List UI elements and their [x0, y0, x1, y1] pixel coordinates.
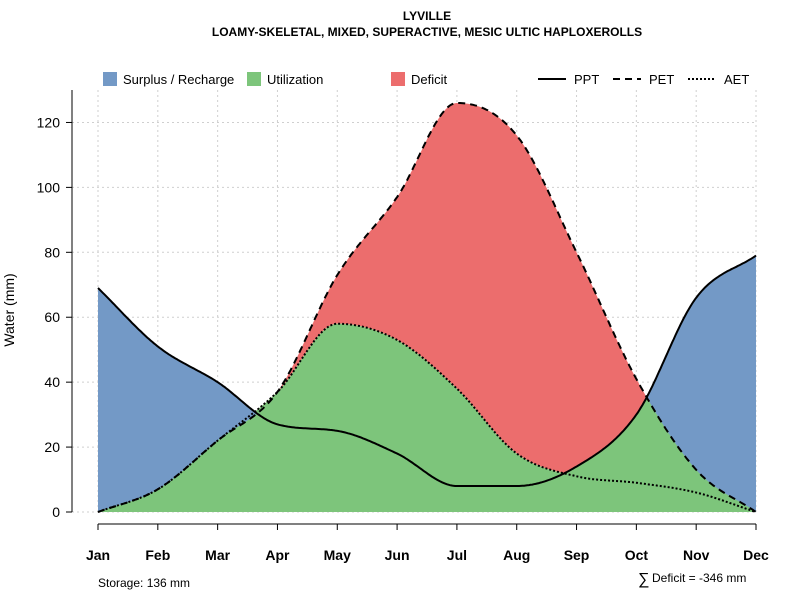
legend-swatch	[391, 72, 405, 86]
x-tick-label: Apr	[265, 547, 290, 563]
deficit-note: Deficit = -346 mm	[652, 571, 746, 585]
legend-label: Utilization	[267, 72, 323, 87]
y-tick-label: 0	[52, 504, 60, 520]
y-tick-label: 40	[44, 374, 60, 390]
x-tick-label: Dec	[743, 547, 769, 563]
sum-symbol: ∑	[638, 571, 649, 588]
x-tick-label: Mar	[205, 547, 230, 563]
x-tick-label: Jun	[385, 547, 410, 563]
series-line-aet	[97, 322, 757, 513]
x-tick-label: Nov	[683, 547, 710, 563]
legend-label: Surplus / Recharge	[123, 72, 234, 87]
storage-note: Storage: 136 mm	[98, 576, 190, 590]
x-tick-label: Aug	[503, 547, 530, 563]
utilization-area	[98, 323, 756, 512]
axes: 0 20 40 60 80 100 120 Jan Feb Mar Apr May Jun Jul Aug S…	[37, 90, 769, 563]
x-tick-label: Feb	[145, 547, 170, 563]
y-tick-label: 100	[37, 179, 61, 195]
chart-title: LYVILLE	[403, 9, 451, 23]
legend: Surplus / Recharge Utilization Deficit PPT P…	[103, 72, 749, 87]
legend-label: Deficit	[411, 72, 448, 87]
legend-swatch	[103, 72, 117, 86]
legend-label: AET	[724, 72, 749, 87]
x-tick-label: Oct	[625, 547, 649, 563]
y-axis-label: Water (mm)	[1, 273, 17, 346]
legend-label: PPT	[574, 72, 599, 87]
y-tick-label: 20	[44, 439, 60, 455]
deficit-area	[98, 103, 756, 512]
series-lines	[97, 102, 757, 513]
legend-swatch	[247, 72, 261, 86]
y-tick-label: 60	[44, 309, 60, 325]
x-tick-label: Sep	[564, 547, 590, 563]
series-line-ppt	[97, 254, 757, 487]
legend-label: PET	[649, 72, 674, 87]
x-tick-label: Jan	[86, 547, 110, 563]
utilization-base-area	[98, 398, 756, 512]
x-tick-label: Jul	[447, 547, 467, 563]
y-tick-label: 120	[37, 114, 61, 130]
area-fills	[98, 103, 756, 512]
chart-subtitle: LOAMY-SKELETAL, MIXED, SUPERACTIVE, MESI…	[212, 25, 642, 39]
y-tick-label: 80	[44, 244, 60, 260]
x-tick-label: May	[324, 547, 351, 563]
